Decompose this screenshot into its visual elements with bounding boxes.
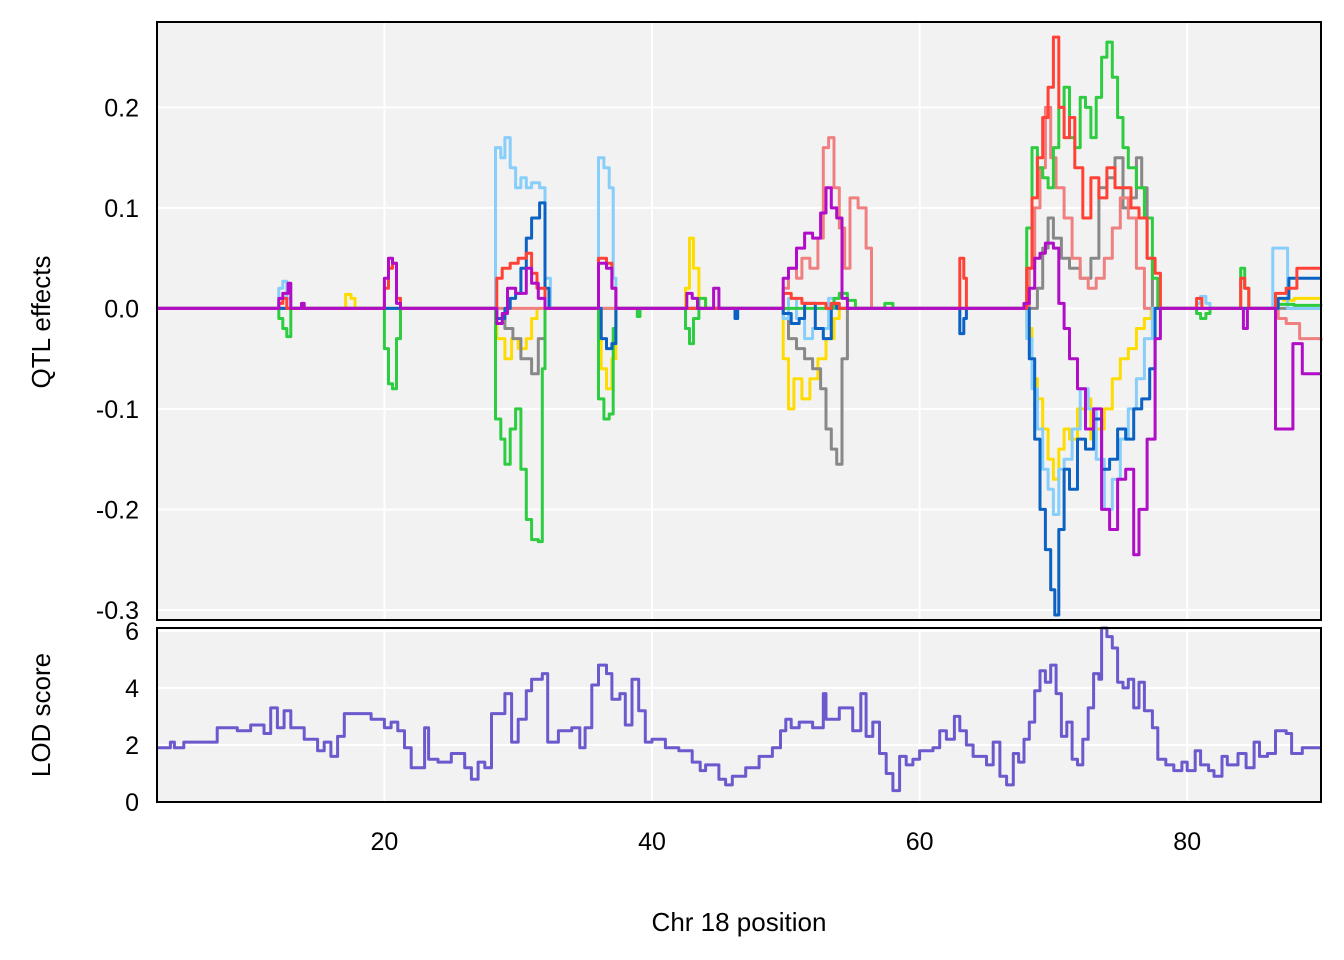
effects-plot-frame — [156, 21, 1322, 621]
effects-series-line — [157, 236, 1321, 481]
lod-y-axis-title: LOD score — [26, 653, 56, 777]
effects-y-tick-label: -0.1 — [96, 396, 139, 424]
effects-y-ticks: -0.3 -0.2 -0.1 0.0 0.1 0.2 — [96, 94, 139, 625]
effects-y-tick-label: -0.3 — [96, 597, 139, 625]
lod-y-tick-label: 6 — [125, 618, 139, 646]
lod-series-line — [157, 626, 1321, 793]
effects-y-tick-label: 0.2 — [104, 94, 139, 122]
effects-y-tick-label: 0.1 — [104, 195, 139, 223]
effects-plot-background — [157, 22, 1321, 620]
lod-y-tick-label: 0 — [125, 789, 139, 817]
effects-panel: -0.3 -0.2 -0.1 0.0 0.1 0.2 QTL effects — [26, 21, 1323, 625]
effects-series-line — [157, 40, 1323, 544]
x-tick-label: 40 — [638, 828, 666, 856]
effects-series-group — [157, 35, 1323, 617]
x-tick-label: 80 — [1173, 828, 1201, 856]
lod-x-ticks: 20 40 60 80 — [371, 828, 1202, 856]
lod-y-tick-label: 4 — [125, 675, 139, 703]
effects-y-tick-label: 0.0 — [104, 295, 139, 323]
lod-y-tick-label: 2 — [125, 732, 139, 760]
effects-y-axis-title: QTL effects — [26, 256, 56, 389]
x-tick-label: 60 — [906, 828, 934, 856]
lod-series-group — [157, 626, 1321, 793]
effects-y-tick-label: -0.2 — [96, 496, 139, 524]
effects-series-line — [157, 105, 1323, 341]
lod-panel: 0 2 4 6 20 40 60 80 LOD score Chr 18 position — [26, 618, 1322, 937]
effects-series-line — [157, 136, 1321, 516]
effects-series-line — [157, 156, 1321, 466]
effects-series-line — [157, 35, 1321, 310]
lod-plot-frame — [156, 627, 1322, 803]
x-tick-label: 20 — [371, 828, 399, 856]
lod-y-ticks: 0 2 4 6 — [125, 618, 139, 817]
x-axis-title: Chr 18 position — [652, 907, 827, 937]
effects-series-line — [157, 186, 1321, 557]
